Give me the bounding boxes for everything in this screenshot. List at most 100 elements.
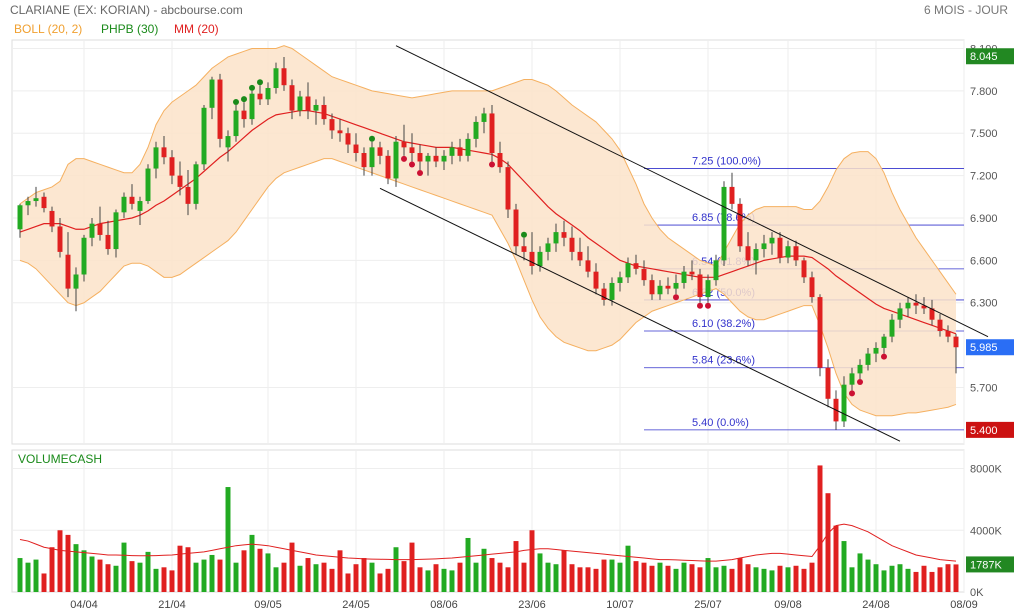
price-tag [966, 421, 1014, 438]
period-label: 6 MOIS - JOUR [924, 3, 1008, 17]
volume-bar [553, 564, 559, 592]
volume-bar [97, 559, 103, 592]
candle-body [297, 96, 303, 111]
price-tick-label: 5.700 [970, 382, 998, 394]
volume-bar [721, 565, 727, 592]
volume-bar [41, 573, 47, 592]
fib-label: 6.10 (38.2%) [692, 318, 755, 330]
candle-body [105, 234, 111, 250]
candle-body [465, 138, 471, 156]
volume-bar [745, 564, 751, 592]
candle-body [417, 153, 423, 162]
phpb-low-marker [857, 379, 863, 386]
candle-body [457, 147, 463, 156]
candle-body [889, 319, 895, 337]
volume-bar [313, 564, 319, 592]
candle-body [33, 198, 39, 202]
candle-body [793, 246, 799, 261]
candle-body [633, 263, 639, 269]
candle-body [129, 196, 135, 204]
candle-body [729, 186, 735, 204]
candle-body [809, 277, 815, 298]
candle-body [369, 147, 375, 168]
volume-bar [929, 571, 935, 592]
volume-bar [537, 553, 543, 592]
volume-bar [233, 562, 239, 592]
volume-bar [57, 530, 63, 592]
phpb-low-marker [673, 294, 679, 301]
candle-body [513, 209, 519, 247]
candle-body [913, 302, 919, 306]
candle-body [881, 336, 887, 348]
volume-bar [705, 558, 711, 592]
volume-bar [393, 547, 399, 592]
candle-body [841, 384, 847, 422]
volume-bar [665, 565, 671, 592]
volume-bar [529, 530, 535, 592]
candle-body [145, 168, 151, 202]
candle-body [777, 237, 783, 258]
volume-bar [385, 568, 391, 592]
chart-title: CLARIANE (EX: KORIAN) - abcbourse.com [10, 3, 243, 17]
candle-body [401, 141, 407, 148]
candle-body [953, 336, 959, 348]
volume-bar [409, 542, 415, 592]
volume-bar [73, 544, 79, 592]
volume-bar [449, 570, 455, 592]
fib-label: 5.40 (0.0%) [692, 417, 749, 429]
volume-bar [377, 573, 383, 592]
price-tick-label: 7.500 [970, 128, 998, 140]
candle-body [657, 285, 663, 295]
candle-body [377, 147, 383, 156]
phpb-low-marker [401, 155, 407, 162]
volume-bar [761, 568, 767, 592]
phpb-high-marker [257, 79, 263, 86]
volume-bar [801, 568, 807, 592]
volume-bar [953, 564, 959, 592]
volume-bar [489, 558, 495, 592]
legend-phpb: PHPB (30) [101, 22, 158, 36]
date-tick-label: 24/08 [862, 599, 890, 611]
volume-bar [905, 568, 911, 592]
candle-body [225, 136, 231, 148]
volume-bar [577, 567, 583, 592]
candle-body [409, 147, 415, 154]
volume-bar [849, 567, 855, 592]
volume-bar [465, 537, 471, 592]
candle-body [337, 130, 343, 134]
volume-bar [137, 562, 143, 592]
volume-bar [945, 564, 951, 592]
candle-body [185, 186, 191, 204]
candle-body [17, 205, 23, 230]
candle-body [169, 157, 175, 176]
volume-bar [289, 542, 295, 592]
volume-bar [145, 551, 151, 592]
volume-bar [129, 561, 135, 592]
volume-bar [25, 562, 31, 592]
candle-body [201, 107, 207, 165]
candle-body [537, 251, 543, 267]
price-tag [966, 339, 1014, 356]
fib-label: 5.84 (23.6%) [692, 355, 755, 367]
date-tick-label: 10/07 [606, 599, 634, 611]
candle-body [345, 133, 351, 145]
fib-label: 7.25 (100.0%) [692, 156, 761, 168]
candle-body [441, 155, 447, 162]
candle-body [249, 93, 255, 120]
trend-channel-line [395, 45, 989, 338]
volume-bar [337, 550, 343, 592]
volume-bar [433, 564, 439, 592]
candle-body [313, 104, 319, 111]
volume-bar [65, 534, 71, 592]
volume-bar [417, 567, 423, 592]
candle-body [761, 243, 767, 250]
candle-body [153, 147, 159, 169]
volume-bar [193, 562, 199, 592]
candle-body [177, 175, 183, 187]
legend-boll: BOLL (20, 2) [14, 22, 82, 36]
volume-bar [177, 545, 183, 592]
volume-bar [161, 567, 167, 592]
volume-bar [825, 493, 831, 592]
candle-body [497, 153, 503, 168]
candle-body [113, 212, 119, 250]
